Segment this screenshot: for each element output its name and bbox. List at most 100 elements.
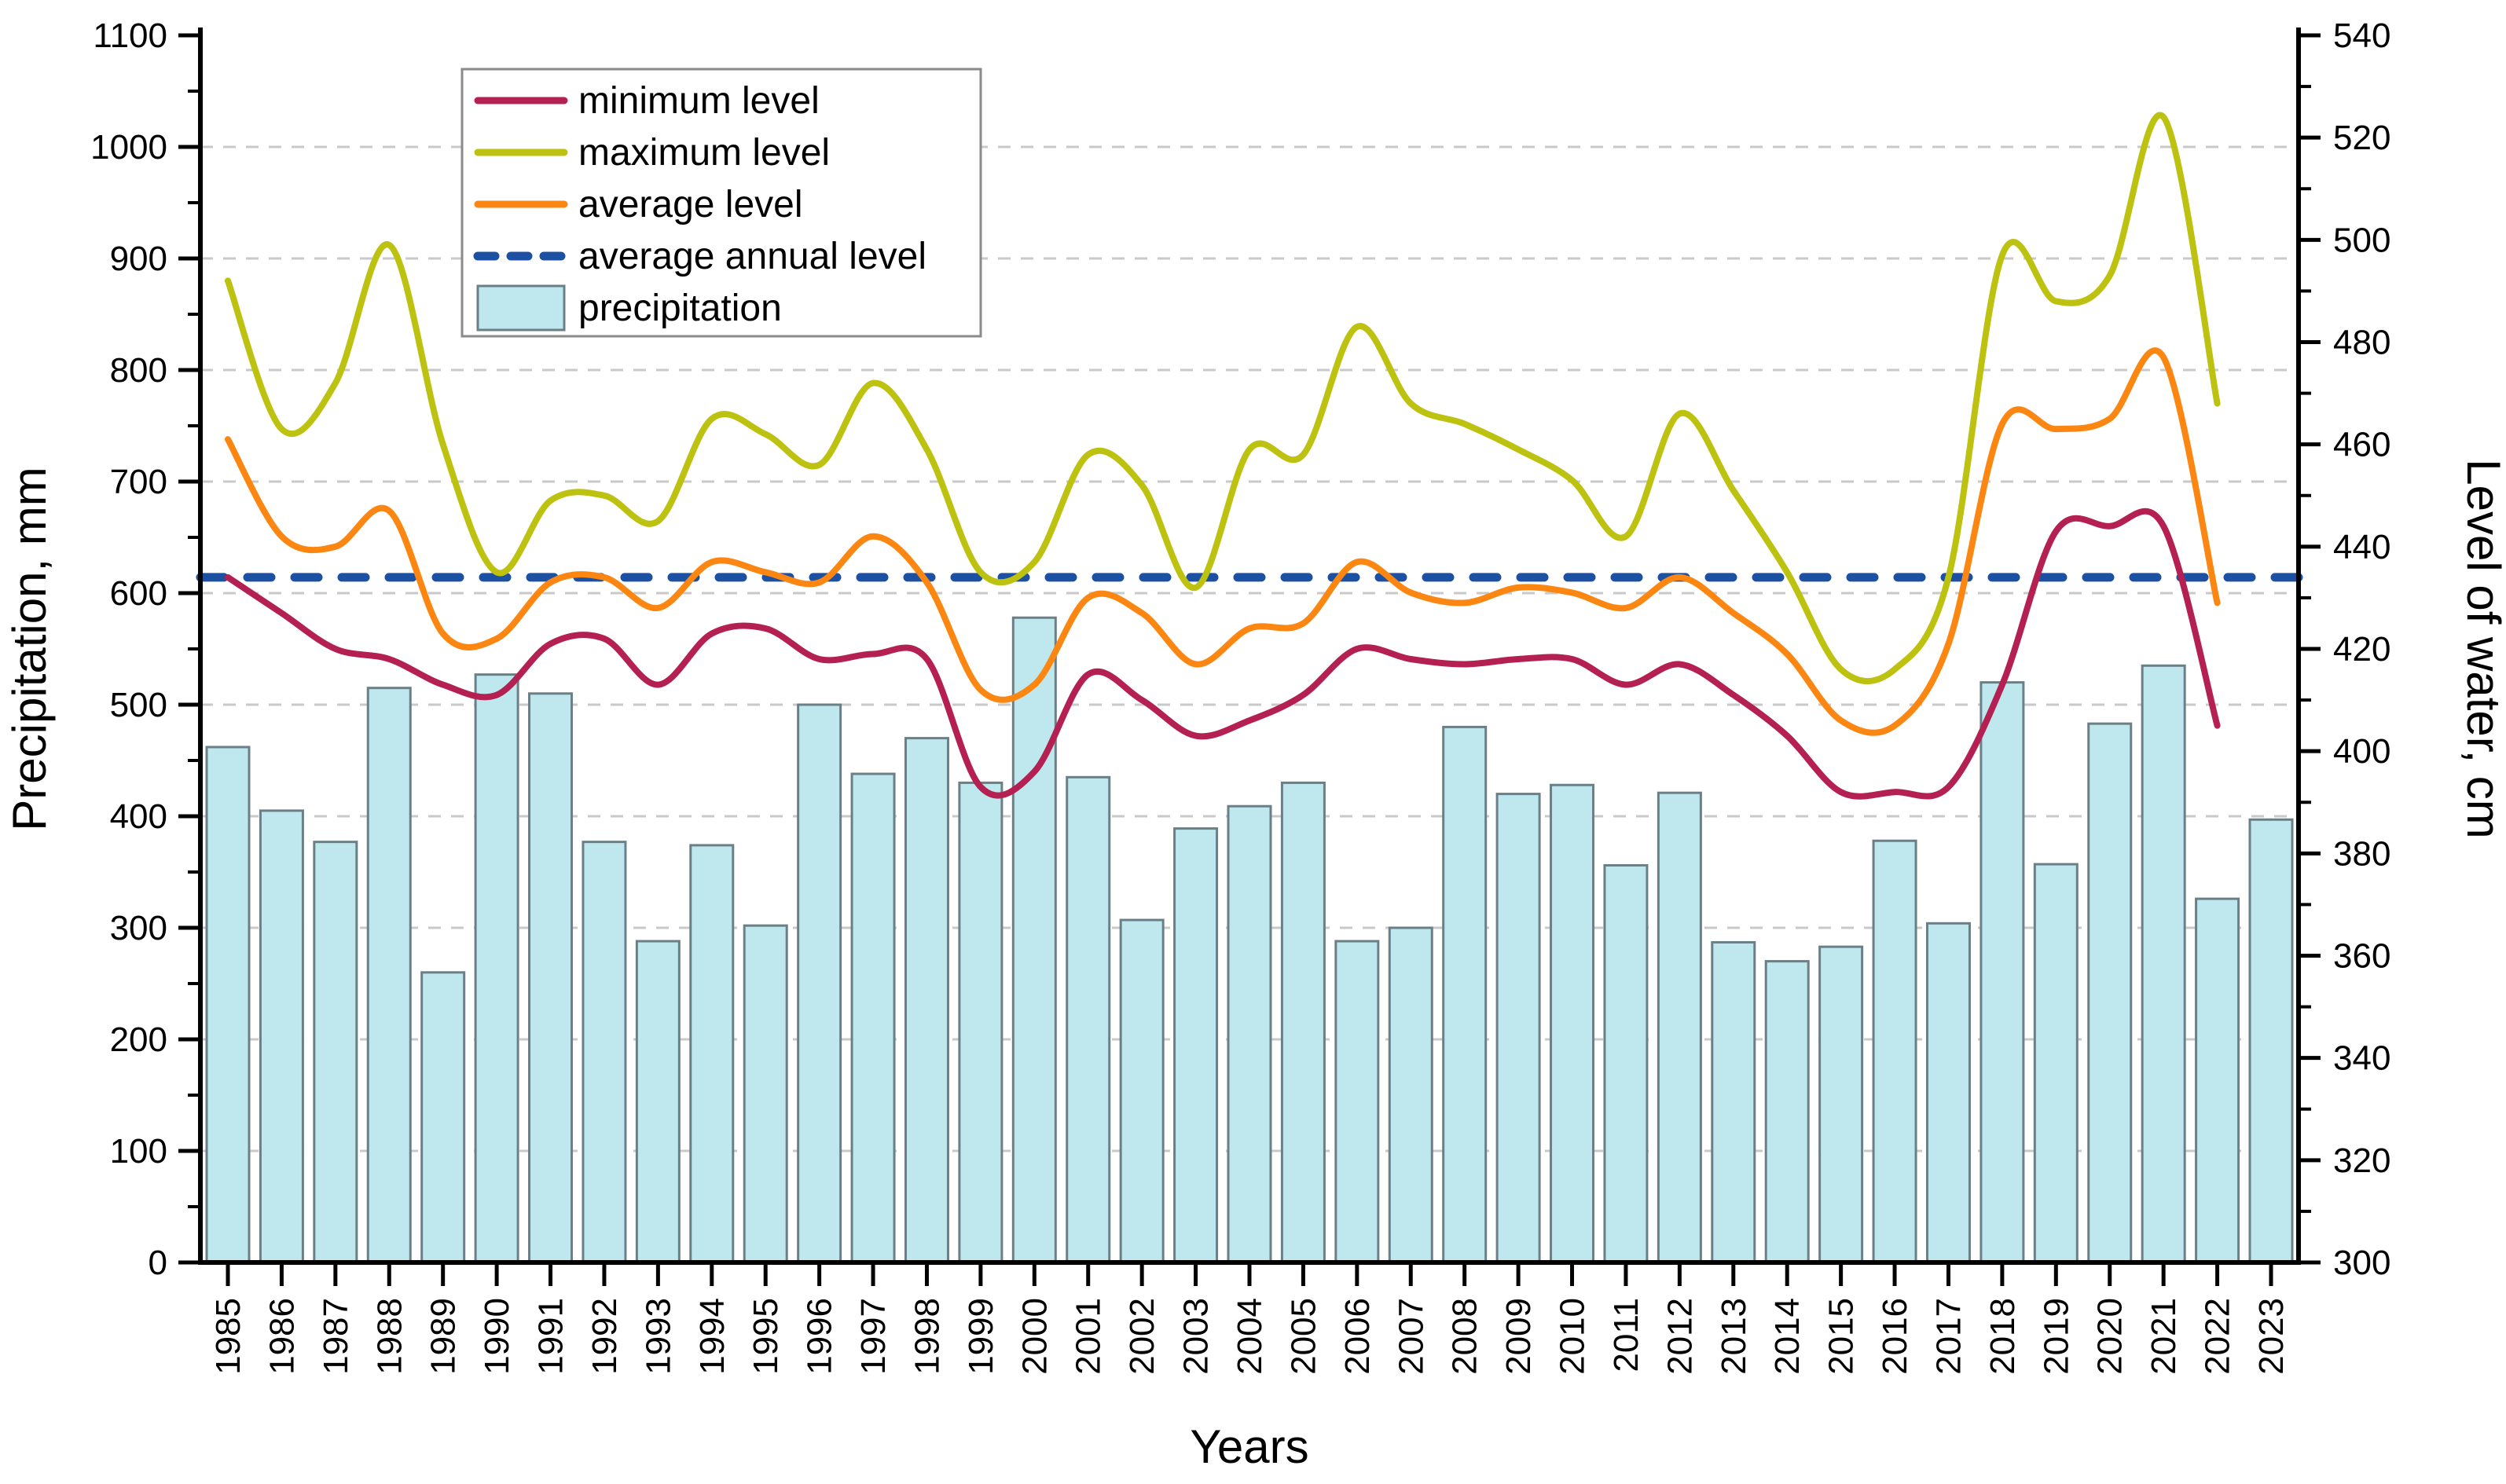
bar xyxy=(528,692,574,1264)
x-tick-label-year: 2015 xyxy=(1822,1298,1861,1375)
bar xyxy=(797,703,842,1264)
x-tick-label-year: 2014 xyxy=(1768,1298,1807,1375)
bar xyxy=(1388,926,1433,1264)
x-tick-label-year: 1995 xyxy=(747,1298,785,1375)
x-tick-label-year: 2013 xyxy=(1715,1298,1753,1375)
bar xyxy=(2087,722,2133,1264)
y-right-tick-label: 300 xyxy=(2333,1244,2390,1282)
legend-item-label: average level xyxy=(578,184,803,225)
y-right-tick-label: 340 xyxy=(2333,1039,2390,1078)
y-right-tick-label: 480 xyxy=(2333,324,2390,362)
bar xyxy=(958,781,1004,1264)
x-tick-label-year: 2002 xyxy=(1123,1298,1161,1375)
y-left-tick-label: 400 xyxy=(110,797,167,836)
bar xyxy=(1442,725,1488,1264)
x-tick-label-year: 2000 xyxy=(1015,1298,1054,1375)
x-tick-label-year: 2010 xyxy=(1554,1298,1592,1375)
bar xyxy=(1711,940,1756,1264)
bar xyxy=(743,924,788,1264)
precipitation-bars xyxy=(205,616,2294,1264)
legend-precipitation-swatch xyxy=(476,284,566,332)
y-left-tick-label: 100 xyxy=(110,1132,167,1171)
y-left-tick-label: 500 xyxy=(110,686,167,724)
y-right-tick-label: 360 xyxy=(2333,937,2390,976)
x-tick-label-year: 2019 xyxy=(2037,1298,2075,1375)
bar xyxy=(1764,960,1810,1264)
bar xyxy=(582,841,627,1264)
axis-tick-labels: 0 100 200 300 400 500 600 700 800 900 1000 1100 300 3… xyxy=(90,16,2390,1375)
y-right-tick-label: 320 xyxy=(2333,1141,2390,1180)
bar xyxy=(313,841,358,1264)
x-tick-label-year: 2006 xyxy=(1338,1298,1377,1375)
x-tick-label-year: 1992 xyxy=(585,1298,624,1375)
y-left-tick-label: 600 xyxy=(110,574,167,613)
x-tick-label-year: 1999 xyxy=(962,1298,1000,1375)
y-left-tick-label: 1000 xyxy=(90,128,167,167)
x-axis-title: Years xyxy=(1190,1420,1308,1473)
bar xyxy=(420,971,466,1264)
axis-ticks xyxy=(178,33,2321,1286)
bar xyxy=(2033,863,2079,1264)
bar xyxy=(1657,791,1702,1264)
bar xyxy=(474,673,519,1264)
bar xyxy=(1011,616,1057,1264)
x-tick-label-year: 2022 xyxy=(2199,1298,2237,1375)
x-tick-label-year: 2020 xyxy=(2091,1298,2130,1375)
legend: minimum level maximum level average level a… xyxy=(460,68,982,338)
x-tick-label-year: 2018 xyxy=(1983,1298,2022,1375)
bar xyxy=(1550,783,1595,1264)
bar xyxy=(1280,781,1326,1264)
x-tick-label-year: 2003 xyxy=(1177,1298,1216,1375)
y-right-tick-label: 500 xyxy=(2333,221,2390,259)
legend-item-label: precipitation xyxy=(578,288,782,329)
bar xyxy=(1603,863,1649,1264)
avg-level-line xyxy=(225,347,2221,736)
x-tick-label-year: 1993 xyxy=(639,1298,677,1375)
bar xyxy=(850,772,896,1264)
y-right-tick-label: 440 xyxy=(2333,528,2390,566)
bar xyxy=(1227,804,1272,1264)
bar xyxy=(2141,664,2186,1264)
x-tick-label-year: 2021 xyxy=(2145,1298,2183,1375)
x-tick-label-year: 2017 xyxy=(1929,1298,1968,1375)
y-left-tick-label: 900 xyxy=(110,240,167,278)
y-right-axis-title: Level of water, cm xyxy=(2457,459,2506,839)
y-left-axis-title: Precipitation, mm xyxy=(3,467,56,830)
y-right-tick-label: 420 xyxy=(2333,630,2390,669)
bar xyxy=(1925,922,1971,1264)
y-left-tick-label: 200 xyxy=(110,1020,167,1059)
bar xyxy=(1818,945,1864,1264)
x-tick-label-year: 2016 xyxy=(1876,1298,1914,1375)
x-tick-label-year: 2007 xyxy=(1392,1298,1430,1375)
bar xyxy=(1495,793,1541,1264)
bar xyxy=(1173,827,1219,1264)
legend-item-label: average annual level xyxy=(578,236,926,277)
bar xyxy=(1979,681,2025,1264)
legend-item-label: maximum level xyxy=(578,132,830,174)
bar xyxy=(689,844,735,1264)
x-tick-label-year: 1996 xyxy=(801,1298,839,1375)
x-tick-label-year: 2005 xyxy=(1284,1298,1323,1375)
x-tick-label-year: 1988 xyxy=(370,1298,409,1375)
x-tick-label-year: 1987 xyxy=(317,1298,355,1375)
level-lines xyxy=(196,112,2303,800)
bar xyxy=(1119,918,1165,1264)
x-tick-label-year: 2004 xyxy=(1231,1298,1269,1375)
bar xyxy=(2248,818,2294,1264)
y-right-tick-label: 400 xyxy=(2333,732,2390,771)
x-tick-label-year: 1997 xyxy=(854,1298,893,1375)
bar xyxy=(635,940,681,1264)
x-tick-label-year: 2009 xyxy=(1499,1298,1538,1375)
legend-item-label: minimum level xyxy=(578,80,820,122)
bar xyxy=(205,746,251,1264)
x-tick-label-year: 2001 xyxy=(1070,1298,1108,1375)
x-tick-label-year: 2011 xyxy=(1607,1298,1646,1372)
bar xyxy=(904,737,949,1264)
min-level-line xyxy=(225,507,2221,800)
y-left-tick-label: 800 xyxy=(110,351,167,390)
bar xyxy=(1334,940,1380,1264)
bar xyxy=(259,809,304,1264)
bar xyxy=(2195,897,2240,1264)
x-tick-label-year: 1985 xyxy=(209,1298,248,1375)
